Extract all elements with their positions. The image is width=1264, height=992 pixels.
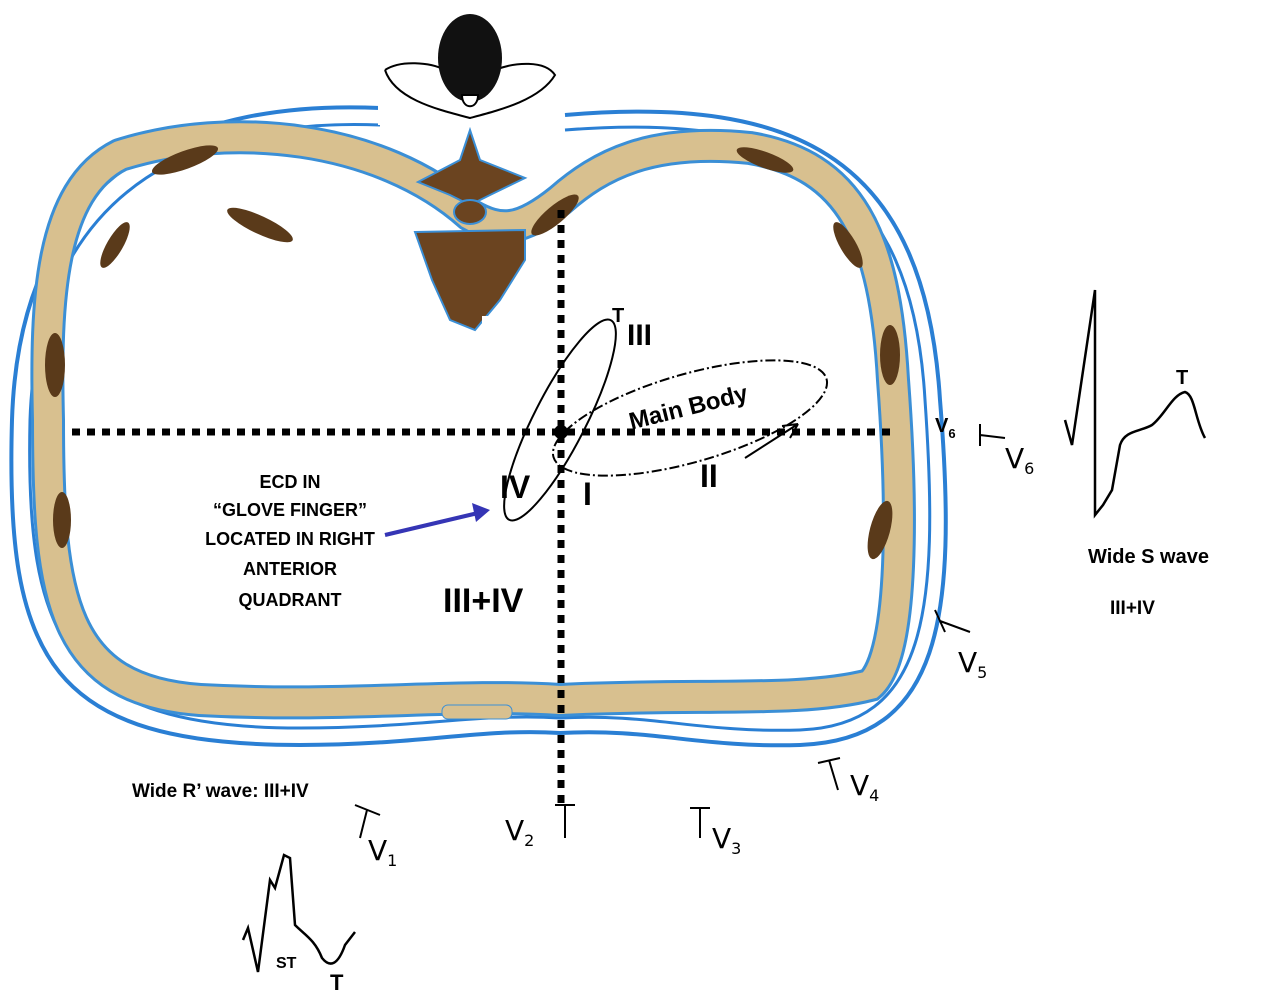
- lead-index: 5: [977, 663, 987, 682]
- lead-letter: V: [505, 814, 524, 847]
- loop-label: III: [627, 319, 652, 352]
- tracing-caption: Wide S wave: [1088, 546, 1209, 568]
- left-tracing: [243, 855, 355, 972]
- head-icon: [378, 14, 563, 125]
- loop-label: I: [583, 476, 592, 512]
- lead-letter: V: [712, 822, 731, 855]
- loop-label: Main Body: [626, 380, 751, 436]
- lead-label: V2: [505, 814, 534, 850]
- tracing-label: T: [330, 970, 344, 992]
- arrowhead: [472, 503, 490, 522]
- lead-label: V1: [368, 834, 397, 870]
- lead-letter: V: [958, 646, 977, 679]
- diagram: T III Main Body IV I II ECD IN “GLOVE FI…: [0, 0, 1264, 992]
- annotation-line: QUADRANT: [239, 590, 342, 610]
- tracing-label: ST: [276, 955, 297, 972]
- right-tracing: [1065, 290, 1205, 515]
- loop-label: IV: [500, 469, 531, 505]
- lead-letter: V: [368, 834, 387, 867]
- center-label: III+IV: [443, 582, 524, 620]
- loop-label: T: [612, 305, 624, 327]
- lead-index: 4: [869, 786, 879, 805]
- lead-label: V5: [958, 646, 987, 682]
- lead-index: 2: [524, 831, 534, 850]
- lead-label: V6: [1005, 442, 1034, 478]
- lead-letter: V: [1005, 442, 1024, 475]
- origin: [554, 425, 568, 439]
- spine: [415, 130, 525, 330]
- lead-label: V3: [712, 822, 741, 858]
- lead-label: V4: [850, 769, 879, 805]
- loop-label: II: [700, 458, 718, 494]
- lead-index: 6: [948, 426, 955, 441]
- annotation-line: ECD IN: [259, 472, 320, 492]
- annotation-line: “GLOVE FINGER”: [213, 500, 367, 520]
- mask: [482, 316, 512, 346]
- edge-lead-label: V6: [935, 415, 956, 441]
- tracing-label: T: [1176, 367, 1188, 389]
- lead-index: 1: [387, 851, 397, 870]
- lead-index: 6: [1024, 459, 1034, 478]
- leads: V1 V2 V3 V4 V5 V6: [368, 442, 1034, 870]
- annotation-line: ANTERIOR: [243, 559, 337, 579]
- annotation-arrow: [385, 513, 478, 535]
- tracing-caption: III+IV: [1110, 598, 1155, 619]
- lead-letter: V: [850, 769, 869, 802]
- lead-letter: V: [935, 415, 949, 437]
- annotation-line: LOCATED IN RIGHT: [205, 529, 375, 549]
- annotation: ECD IN “GLOVE FINGER” LOCATED IN RIGHT A…: [205, 472, 375, 610]
- tracing-caption: Wide R’ wave: III+IV: [132, 781, 309, 802]
- lead-index: 3: [731, 839, 741, 858]
